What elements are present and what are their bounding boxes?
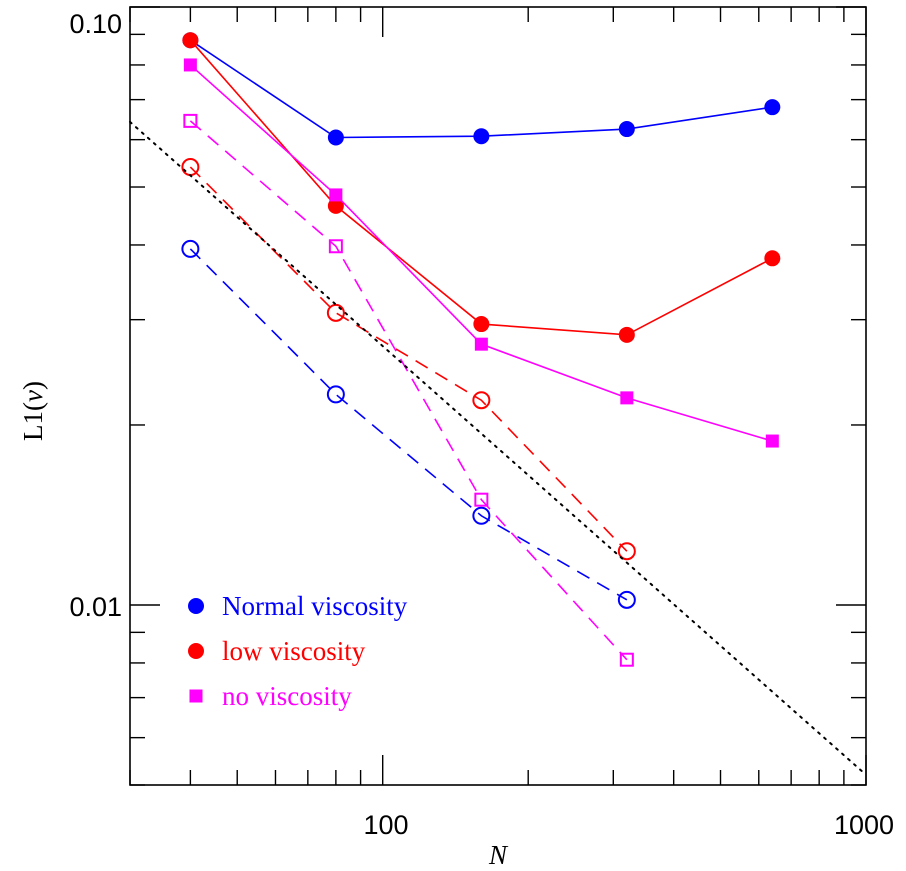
data-point [765, 434, 779, 448]
series-1 [182, 32, 781, 343]
labels: 100 1000 0.01 0.10 N L1(v) [18, 9, 894, 870]
y-axis-title-prefix: L1( [18, 402, 48, 441]
data-point [472, 391, 491, 410]
x-tick-label-100: 100 [363, 810, 408, 840]
x-axis-title: N [488, 840, 509, 870]
y-axis-title: L1(v) [18, 381, 48, 441]
series-line [189, 248, 628, 601]
data-point [329, 188, 343, 202]
series-2 [183, 58, 779, 448]
series-line [189, 120, 628, 661]
tick-marks [129, 6, 867, 786]
data-point [327, 129, 344, 146]
data-point [472, 506, 491, 525]
data-point [764, 250, 781, 267]
series-4 [181, 158, 636, 561]
series-line [189, 64, 773, 442]
legend-marker [188, 598, 204, 614]
data-point [474, 337, 488, 351]
x-tick-label-1000: 1000 [834, 810, 894, 840]
plot-axes [129, 6, 867, 786]
data-point [473, 316, 490, 333]
data-point [617, 590, 636, 609]
y-tick-label-0-10: 0.10 [69, 9, 122, 39]
data-point [182, 32, 199, 49]
reference-line [129, 120, 867, 776]
data-point [328, 239, 343, 254]
data-point [183, 113, 198, 128]
series-6 [129, 120, 867, 776]
series-0 [182, 32, 781, 146]
data-point [620, 391, 634, 405]
legend-label: low viscosity [222, 636, 366, 666]
legend-marker [188, 643, 204, 659]
data-point [619, 652, 634, 667]
data-point [617, 542, 636, 561]
series-3 [181, 239, 636, 609]
legend: Normal viscosity low viscosity no viscosit… [188, 591, 408, 711]
data-point [474, 492, 489, 507]
plot-frame [129, 6, 867, 786]
legend-label: no viscosity [222, 681, 352, 711]
data-point [327, 197, 344, 214]
data-point [326, 385, 345, 404]
series-line [189, 39, 773, 336]
data-point [183, 58, 197, 72]
series-5 [183, 113, 634, 667]
legend-marker [189, 689, 203, 703]
data-point [764, 99, 781, 116]
y-axis-title-var: v [18, 390, 48, 402]
data-point [618, 121, 635, 138]
series-layer [129, 32, 867, 776]
y-axis-title-suffix: ) [18, 381, 48, 390]
y-tick-label-0-01: 0.01 [69, 592, 122, 622]
data-point [326, 303, 345, 322]
legend-label: Normal viscosity [222, 591, 408, 621]
data-point [618, 326, 635, 343]
series-line [189, 39, 773, 139]
data-point [473, 128, 490, 145]
series-line [189, 166, 628, 552]
data-point [181, 239, 200, 258]
